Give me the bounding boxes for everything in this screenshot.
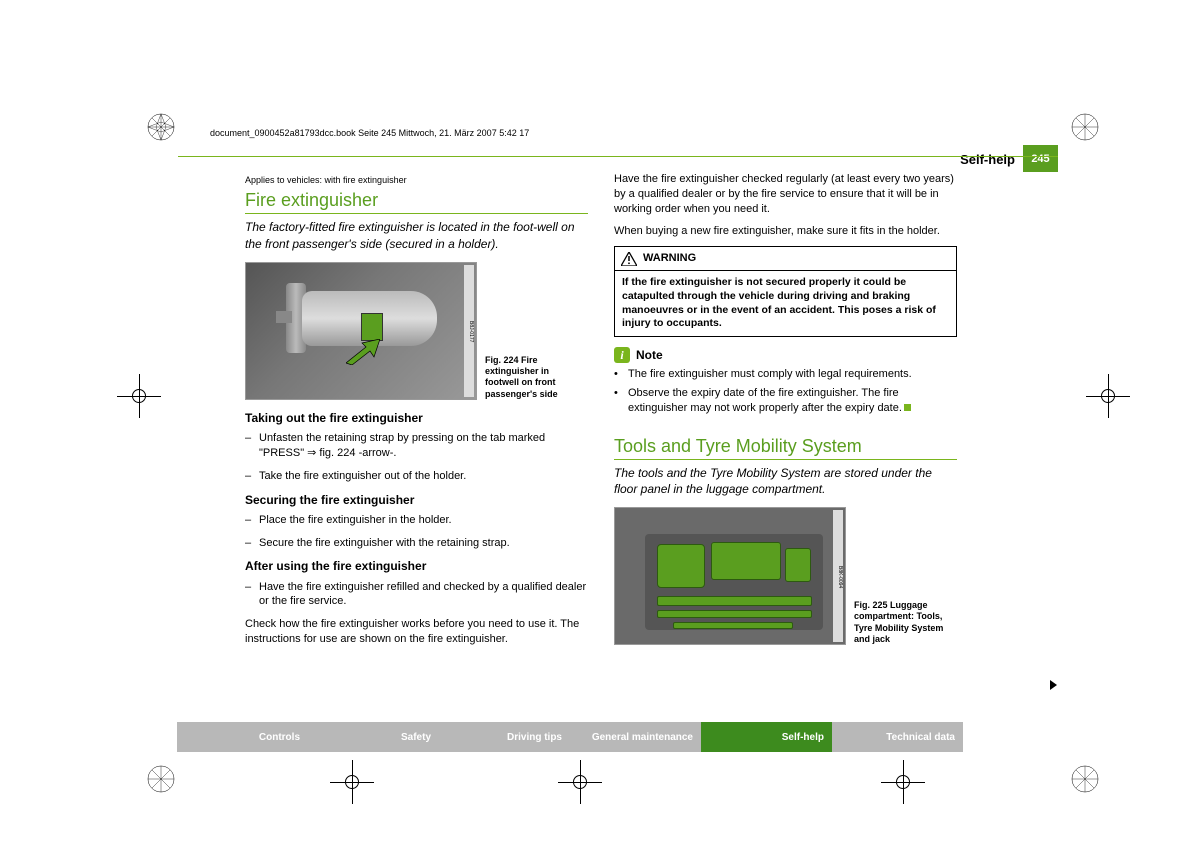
step-text: Unfasten the retaining strap by pressing… <box>259 431 588 461</box>
title-rule <box>614 459 957 460</box>
warning-title: WARNING <box>643 251 696 266</box>
step: –Have the fire extinguisher refilled and… <box>245 580 588 610</box>
note-bullet: •The fire extinguisher must comply with … <box>614 367 957 382</box>
section-title-tools: Tools and Tyre Mobility System <box>614 434 957 458</box>
note-bullet: •Observe the expiry date of the fire ext… <box>614 386 957 416</box>
tab-controls[interactable]: Controls <box>177 722 308 752</box>
note-text: The fire extinguisher must comply with l… <box>628 367 912 382</box>
step-text: Secure the fire extinguisher with the re… <box>259 536 588 551</box>
figure-225-caption: Fig. 225 Luggage compartment: Tools, Tyr… <box>854 600 954 645</box>
intro-text: The factory-fitted fire extinguisher is … <box>245 219 588 251</box>
figure-225-labelcode: B8K-0094 <box>833 510 843 642</box>
subheading-after-using: After using the fire extinguisher <box>245 558 588 574</box>
nav-tabs: Controls Safety Driving tips General mai… <box>177 722 963 752</box>
warning-box: WARNING If the fire extinguisher is not … <box>614 246 957 336</box>
body-text: When buying a new fire extinguisher, mak… <box>614 224 957 239</box>
figure-225: B8K-0094 Fig. 225 Luggage compartment: T… <box>614 507 957 645</box>
tab-technical-data[interactable]: Technical data <box>832 722 963 752</box>
continue-arrow-icon <box>1050 680 1057 690</box>
step: –Unfasten the retaining strap by pressin… <box>245 431 588 461</box>
figure-224-caption: Fig. 224 Fire extinguisher in footwell o… <box>485 355 585 400</box>
info-icon: i <box>614 347 630 363</box>
tab-self-help[interactable]: Self-help <box>701 722 832 752</box>
crosshair-mark <box>881 760 925 804</box>
warning-header: WARNING <box>615 247 956 271</box>
page-number: 245 <box>1023 145 1058 172</box>
doc-meta-line: document_0900452a81793dcc.book Seite 245… <box>210 128 529 138</box>
figure-225-image: B8K-0094 <box>614 507 846 645</box>
tab-driving-tips[interactable]: Driving tips <box>439 722 570 752</box>
header-rule <box>178 156 1058 157</box>
warning-triangle-icon <box>621 252 637 266</box>
registration-mark <box>146 764 176 794</box>
figure-224-labelcode: B8J-0177 <box>464 265 474 397</box>
tab-general-maintenance[interactable]: General maintenance <box>570 722 701 752</box>
step-text: Have the fire extinguisher refilled and … <box>259 580 588 610</box>
figure-224-image: B8J-0177 <box>245 262 477 400</box>
applies-note: Applies to vehicles: with fire extinguis… <box>245 174 588 186</box>
registration-mark <box>1070 764 1100 794</box>
subheading-taking-out: Taking out the fire extinguisher <box>245 410 588 426</box>
note-text: Observe the expiry date of the fire exti… <box>628 386 957 416</box>
crosshair-mark <box>117 374 161 418</box>
tab-safety[interactable]: Safety <box>308 722 439 752</box>
left-column: Applies to vehicles: with fire extinguis… <box>245 172 588 742</box>
note-title: Note <box>636 347 663 363</box>
crosshair-mark <box>558 760 602 804</box>
step-text: Take the fire extinguisher out of the ho… <box>259 469 588 484</box>
section-title-fire-ext: Fire extinguisher <box>245 188 588 212</box>
step-text: Place the fire extinguisher in the holde… <box>259 513 588 528</box>
intro-text: The tools and the Tyre Mobility System a… <box>614 465 957 497</box>
registration-mark <box>1070 112 1100 142</box>
right-column: Have the fire extinguisher checked regul… <box>614 172 957 742</box>
warning-body: If the fire extinguisher is not secured … <box>615 271 956 336</box>
step: –Place the fire extinguisher in the hold… <box>245 513 588 528</box>
crosshair-mark <box>330 760 374 804</box>
end-square-icon <box>904 404 911 411</box>
body-text: Check how the fire extinguisher works be… <box>245 617 588 647</box>
step: –Take the fire extinguisher out of the h… <box>245 469 588 484</box>
crosshair-mark <box>1086 374 1130 418</box>
note-header: i Note <box>614 347 957 363</box>
figure-224: B8J-0177 Fig. 224 Fire extinguisher in f… <box>245 262 588 400</box>
subheading-securing: Securing the fire extinguisher <box>245 492 588 508</box>
title-rule <box>245 213 588 214</box>
body-text: Have the fire extinguisher checked regul… <box>614 172 957 217</box>
page-content: Applies to vehicles: with fire extinguis… <box>245 172 957 742</box>
step: –Secure the fire extinguisher with the r… <box>245 536 588 551</box>
registration-mark <box>146 112 176 142</box>
header-section: Self-help <box>960 152 1015 167</box>
